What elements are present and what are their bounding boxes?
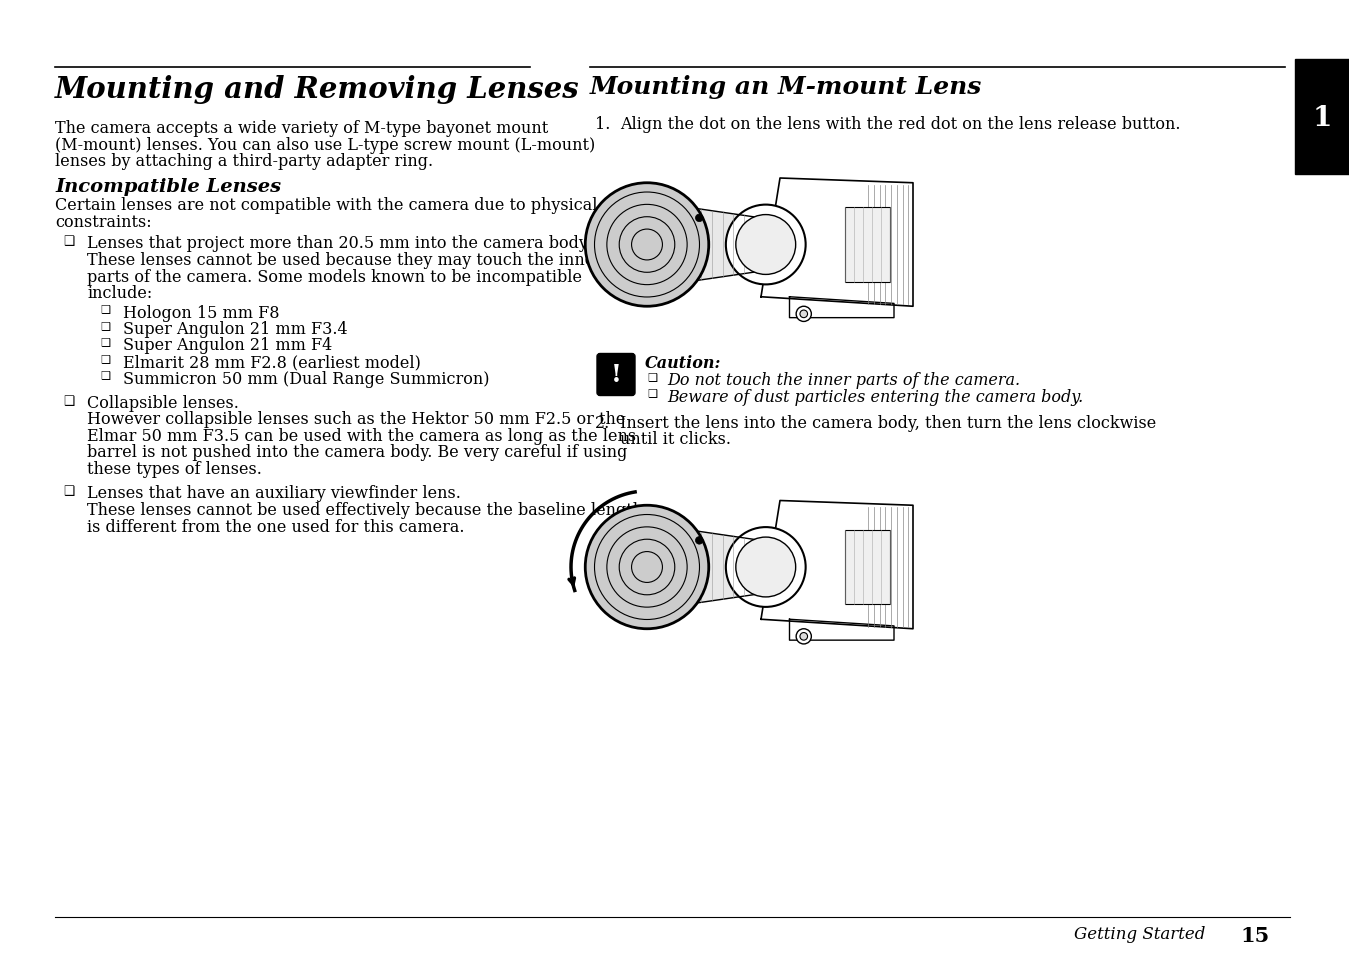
Text: Elmarit 28 mm F2.8 (earliest model): Elmarit 28 mm F2.8 (earliest model) [123,354,421,371]
Circle shape [800,311,808,318]
Text: Do not touch the inner parts of the camera.: Do not touch the inner parts of the came… [666,372,1020,389]
Text: Collapsible lenses.: Collapsible lenses. [86,395,239,412]
Text: ❑: ❑ [63,395,74,408]
Text: Insert the lens into the camera body, then turn the lens clockwise: Insert the lens into the camera body, th… [621,415,1156,432]
Bar [844,209,890,282]
Text: 2.: 2. [595,415,610,432]
FancyBboxPatch shape [598,355,635,396]
Circle shape [696,214,703,222]
Text: Beware of dust particles entering the camera body.: Beware of dust particles entering the ca… [666,388,1083,405]
Text: Certain lenses are not compatible with the camera due to physical: Certain lenses are not compatible with t… [55,197,598,214]
Circle shape [585,184,708,307]
Text: ❑: ❑ [100,304,111,314]
Text: until it clicks.: until it clicks. [621,431,731,448]
Text: Lenses that have an auxiliary viewfinder lens.: Lenses that have an auxiliary viewfinder… [86,485,461,502]
Text: lenses by attaching a third-party adapter ring.: lenses by attaching a third-party adapte… [55,152,433,170]
Text: is different from the one used for this camera.: is different from the one used for this … [86,518,464,535]
Polygon shape [761,501,913,629]
Text: these types of lenses.: these types of lenses. [86,460,262,477]
Text: 1: 1 [1313,105,1331,132]
Text: ❑: ❑ [100,320,111,331]
Polygon shape [648,524,766,611]
Text: (M-mount) lenses. You can also use L-type screw mount (L-mount): (M-mount) lenses. You can also use L-typ… [55,136,595,153]
Text: Mounting and Removing Lenses: Mounting and Removing Lenses [55,75,580,104]
Text: However collapsible lenses such as the Hektor 50 mm F2.5 or the: However collapsible lenses such as the H… [86,411,626,428]
Circle shape [735,215,796,275]
Circle shape [585,506,708,629]
Text: Lenses that project more than 20.5 mm into the camera body.: Lenses that project more than 20.5 mm in… [86,235,591,253]
Text: These lenses cannot be used because they may touch the inner: These lenses cannot be used because they… [86,252,602,269]
Circle shape [735,537,796,598]
Polygon shape [789,297,894,318]
Text: !: ! [611,363,622,387]
Text: The camera accepts a wide variety of M-type bayonet mount: The camera accepts a wide variety of M-t… [55,120,548,137]
Text: Super Angulon 21 mm F4: Super Angulon 21 mm F4 [123,337,332,355]
Text: 1.: 1. [595,116,610,132]
Bar [1295,60,1349,174]
Text: ❑: ❑ [63,235,74,248]
Text: Super Angulon 21 mm F3.4: Super Angulon 21 mm F3.4 [123,320,348,337]
Text: These lenses cannot be used effectively because the baseline length: These lenses cannot be used effectively … [86,501,643,518]
Text: parts of the camera. Some models known to be incompatible: parts of the camera. Some models known t… [86,268,581,285]
Circle shape [726,206,805,285]
Text: Elmar 50 mm F3.5 can be used with the camera as long as the lens: Elmar 50 mm F3.5 can be used with the ca… [86,428,637,444]
Polygon shape [761,179,913,307]
Text: Getting Started: Getting Started [1074,925,1205,942]
Circle shape [726,528,805,607]
Text: Align the dot on the lens with the red dot on the lens release button.: Align the dot on the lens with the red d… [621,116,1180,132]
Text: ❑: ❑ [100,354,111,364]
Text: ❑: ❑ [648,372,657,381]
Text: Caution:: Caution: [645,355,722,372]
Text: Incompatible Lenses: Incompatible Lenses [55,177,281,195]
Text: Hologon 15 mm F8: Hologon 15 mm F8 [123,304,279,321]
Text: ❑: ❑ [648,388,657,398]
Text: ❑: ❑ [63,485,74,498]
Text: barrel is not pushed into the camera body. Be very careful if using: barrel is not pushed into the camera bod… [86,444,627,461]
Circle shape [696,537,703,544]
Text: constraints:: constraints: [55,213,151,231]
Text: ❑: ❑ [100,337,111,347]
Circle shape [796,307,811,322]
Bar [844,531,890,604]
Circle shape [796,629,811,644]
Text: include:: include: [86,285,152,302]
Text: 15: 15 [1240,925,1269,945]
Polygon shape [789,619,894,640]
Text: Mounting an M-mount Lens: Mounting an M-mount Lens [590,75,982,99]
Text: Summicron 50 mm (Dual Range Summicron): Summicron 50 mm (Dual Range Summicron) [123,370,490,387]
Text: ❑: ❑ [100,370,111,380]
Circle shape [800,633,808,640]
Polygon shape [648,202,766,289]
